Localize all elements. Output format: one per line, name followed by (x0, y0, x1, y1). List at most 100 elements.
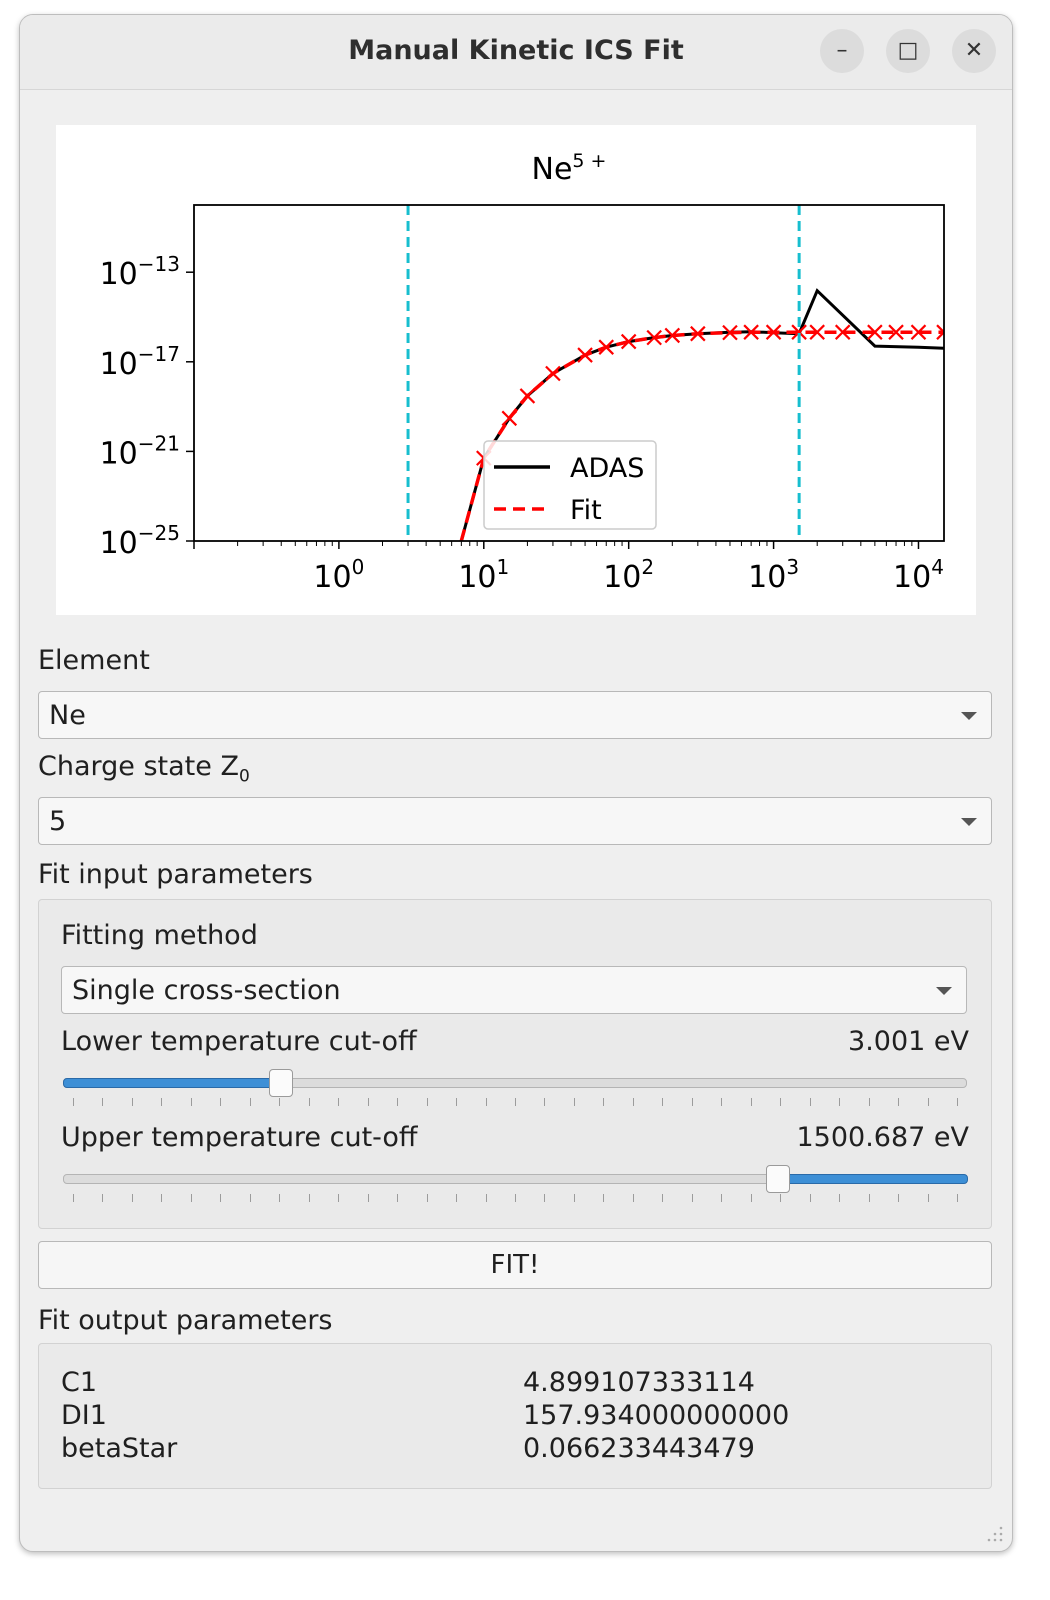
minimize-button[interactable]: – (820, 29, 864, 73)
output-name-c1: C1 (61, 1367, 98, 1398)
slider-tick (249, 1098, 251, 1106)
x-tick-label: 101 (458, 555, 509, 595)
fit-marker (722, 324, 738, 341)
slider-tick (662, 1194, 664, 1202)
slider-tick (957, 1194, 958, 1202)
fit-marker (545, 365, 561, 382)
fitting-method-combobox[interactable]: Single cross-section (61, 966, 967, 1014)
ics-chart: Ne5 + 100 101 102 103 104 10−13 10−17 10−21 10−25… (100, 150, 945, 595)
fitting-method-value: Single cross-section (72, 975, 341, 1006)
slider-tick (573, 1194, 575, 1202)
charge-state-subscript: 0 (238, 766, 250, 787)
slider-tick (573, 1098, 575, 1106)
slider-tick (73, 1098, 74, 1106)
slider-tick (485, 1194, 487, 1202)
slider-tick (426, 1194, 428, 1202)
upper-cutoff-label: Upper temperature cut-off (61, 1122, 418, 1153)
output-value-c1: 4.899107333114 (523, 1367, 755, 1398)
slider-tick (927, 1194, 929, 1202)
lower-cutoff-label: Lower temperature cut-off (61, 1026, 417, 1057)
slider-tick (397, 1098, 399, 1106)
slider-tick (456, 1194, 458, 1202)
slider-tick (161, 1194, 163, 1202)
close-button[interactable]: ✕ (952, 29, 996, 73)
upper-cutoff-slider[interactable] (63, 1165, 968, 1193)
upper-cutoff-ticks (73, 1194, 958, 1204)
chart-title: Ne5 + (532, 150, 607, 187)
slider-tick (220, 1098, 222, 1106)
title-bar[interactable]: Manual Kinetic ICS Fit – □ ✕ (20, 15, 1012, 90)
legend-label: ADAS (570, 453, 644, 484)
fit-marker (910, 324, 927, 340)
fit-marker (867, 324, 883, 340)
slider-tick (839, 1194, 841, 1202)
slider-tick (721, 1194, 723, 1202)
upper-cutoff-value: 1500.687 eV (796, 1122, 970, 1153)
slider-tick (780, 1098, 782, 1106)
element-combobox-value: Ne (49, 700, 86, 731)
plot-area (406, 205, 944, 541)
lower-cutoff-value: 3.001 eV (848, 1026, 969, 1057)
resize-grip-icon[interactable] (986, 1525, 1004, 1543)
plot-frame (193, 204, 945, 542)
slider-tick (102, 1098, 104, 1106)
slider-tick (338, 1194, 340, 1202)
slider-tick (249, 1194, 251, 1202)
chevron-down-icon (961, 818, 977, 826)
plot-panel: Ne5 + 100 101 102 103 104 10−13 10−17 10−21 10−25… (56, 125, 976, 615)
upper-cutoff-slider-handle[interactable] (765, 1165, 790, 1193)
fitting-method-label: Fitting method (61, 920, 258, 951)
slider-tick (426, 1098, 428, 1106)
slider-tick (515, 1098, 516, 1106)
element-label: Element (38, 645, 150, 676)
slider-tick (868, 1098, 870, 1106)
legend-box (483, 440, 657, 530)
maximize-button[interactable]: □ (886, 29, 930, 73)
slider-tick (544, 1194, 546, 1202)
fit-button[interactable]: FIT! (38, 1241, 992, 1289)
slider-tick (367, 1194, 369, 1202)
lower-cutoff-slider[interactable] (63, 1069, 967, 1097)
charge-state-label: Charge state Z0 (38, 751, 250, 786)
fit-marker (598, 339, 615, 355)
slider-tick (809, 1194, 811, 1202)
output-name-betastar: betaStar (61, 1433, 178, 1464)
slider-tick (338, 1098, 340, 1106)
legend-label: Fit (570, 495, 602, 526)
window-title: Manual Kinetic ICS Fit (348, 35, 684, 66)
slider-tick (131, 1098, 133, 1106)
lower-cutoff-slider-handle[interactable] (269, 1069, 294, 1097)
slider-tick (515, 1194, 516, 1202)
x-tick-label: 103 (748, 555, 799, 595)
main-window: Manual Kinetic ICS Fit – □ ✕ Ne5 + 100 101… (19, 14, 1013, 1552)
y-tick-label: 10−13 (100, 252, 180, 292)
slider-tick (750, 1194, 752, 1202)
slider-tick (190, 1098, 192, 1106)
x-tick-label: 100 (313, 555, 364, 595)
element-combobox[interactable]: Ne (38, 691, 992, 739)
charge-state-combobox[interactable]: 5 (38, 797, 992, 845)
slider-tick (485, 1098, 487, 1106)
fit-marker (519, 388, 536, 404)
fit-marker (690, 325, 706, 342)
fit-marker (501, 410, 518, 427)
fit-marker (834, 324, 851, 340)
slider-tick (868, 1194, 870, 1202)
fit-marker (664, 327, 681, 344)
fit-output-label: Fit output parameters (38, 1305, 333, 1336)
slider-tick (632, 1194, 634, 1202)
chevron-down-icon (961, 712, 977, 720)
fit-marker (936, 324, 944, 340)
fit-marker (646, 329, 662, 346)
x-tick-label: 102 (603, 555, 654, 595)
charge-state-label-text: Charge state Z (38, 751, 239, 782)
output-value-di1: 157.934000000000 (523, 1400, 790, 1431)
slider-tick (691, 1098, 693, 1106)
fit-marker (620, 333, 637, 350)
lower-cutoff-ticks (73, 1098, 958, 1108)
fit-marker (765, 324, 782, 340)
y-tick-label: 10−21 (100, 431, 180, 471)
slider-tick (279, 1098, 281, 1106)
slider-tick (220, 1194, 222, 1202)
slider-tick (161, 1098, 163, 1106)
